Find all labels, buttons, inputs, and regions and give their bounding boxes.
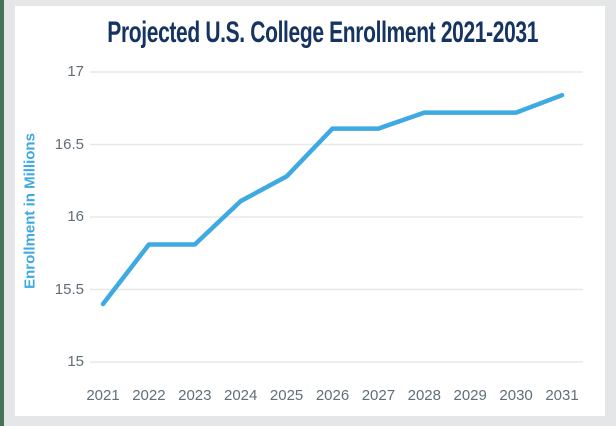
x-tick-label: 2022 [132, 387, 166, 404]
y-tick-label: 16 [67, 208, 84, 225]
plot-area [90, 71, 583, 363]
left-accent-strip [0, 0, 4, 426]
x-tick-label: 2024 [224, 387, 258, 404]
x-tick-label: 2028 [407, 387, 441, 404]
x-tick-labels: 2021 2022 2023 2024 2025 2026 2027 2028 2029 2030… [86, 387, 583, 407]
enrollment-line-chart [90, 71, 583, 363]
x-tick-label: 2023 [178, 387, 212, 404]
y-tick-labels: 17 16.5 16 15.5 15 [15, 63, 84, 370]
y-tick-label: 15 [67, 353, 84, 370]
enrollment-trend-line [100, 92, 565, 307]
x-tick-label: 2026 [315, 387, 350, 404]
x-tick-label: 2030 [499, 387, 533, 404]
chart-card: Projected U.S. College Enrollment 2021-2… [15, 6, 605, 416]
y-tick-label: 16.5 [54, 136, 84, 153]
y-tick-label: 17 [67, 63, 84, 80]
x-tick-label: 2021 [86, 387, 120, 404]
chart-title-text: Projected U.S. College Enrollment 2021-2… [107, 16, 539, 49]
x-tick-label: 2027 [361, 387, 396, 404]
x-tick-label: 2029 [453, 387, 487, 404]
x-tick-label: 2031 [545, 387, 579, 404]
x-tick-label: 2025 [269, 387, 304, 404]
y-tick-label: 15.5 [54, 281, 84, 298]
chart-title: Projected U.S. College Enrollment 2021-2… [15, 17, 605, 49]
